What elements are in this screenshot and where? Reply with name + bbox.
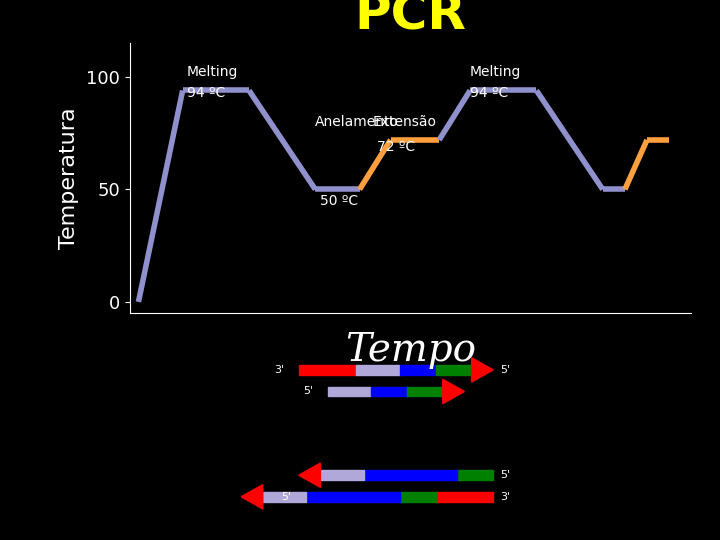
- Text: 3': 3': [500, 492, 510, 502]
- Text: Anelamento: Anelamento: [315, 114, 400, 129]
- Text: 5': 5': [500, 470, 510, 480]
- Text: 5': 5': [500, 365, 510, 375]
- Text: Melting: Melting: [470, 65, 521, 79]
- Text: Extensão: Extensão: [373, 114, 437, 129]
- Text: 94 ºC: 94 ºC: [470, 86, 508, 100]
- Text: 3': 3': [274, 365, 284, 375]
- Text: 5': 5': [303, 387, 313, 396]
- Text: 50 ºC: 50 ºC: [320, 194, 358, 208]
- Text: 94 ºC: 94 ºC: [187, 86, 225, 100]
- Y-axis label: Temperatura: Temperatura: [59, 107, 79, 249]
- Text: Melting: Melting: [187, 65, 238, 79]
- Text: 5': 5': [282, 492, 292, 502]
- Text: Tempo: Tempo: [345, 332, 476, 369]
- Title: PCR: PCR: [354, 0, 467, 39]
- Text: 72 ºC: 72 ºC: [377, 140, 415, 154]
